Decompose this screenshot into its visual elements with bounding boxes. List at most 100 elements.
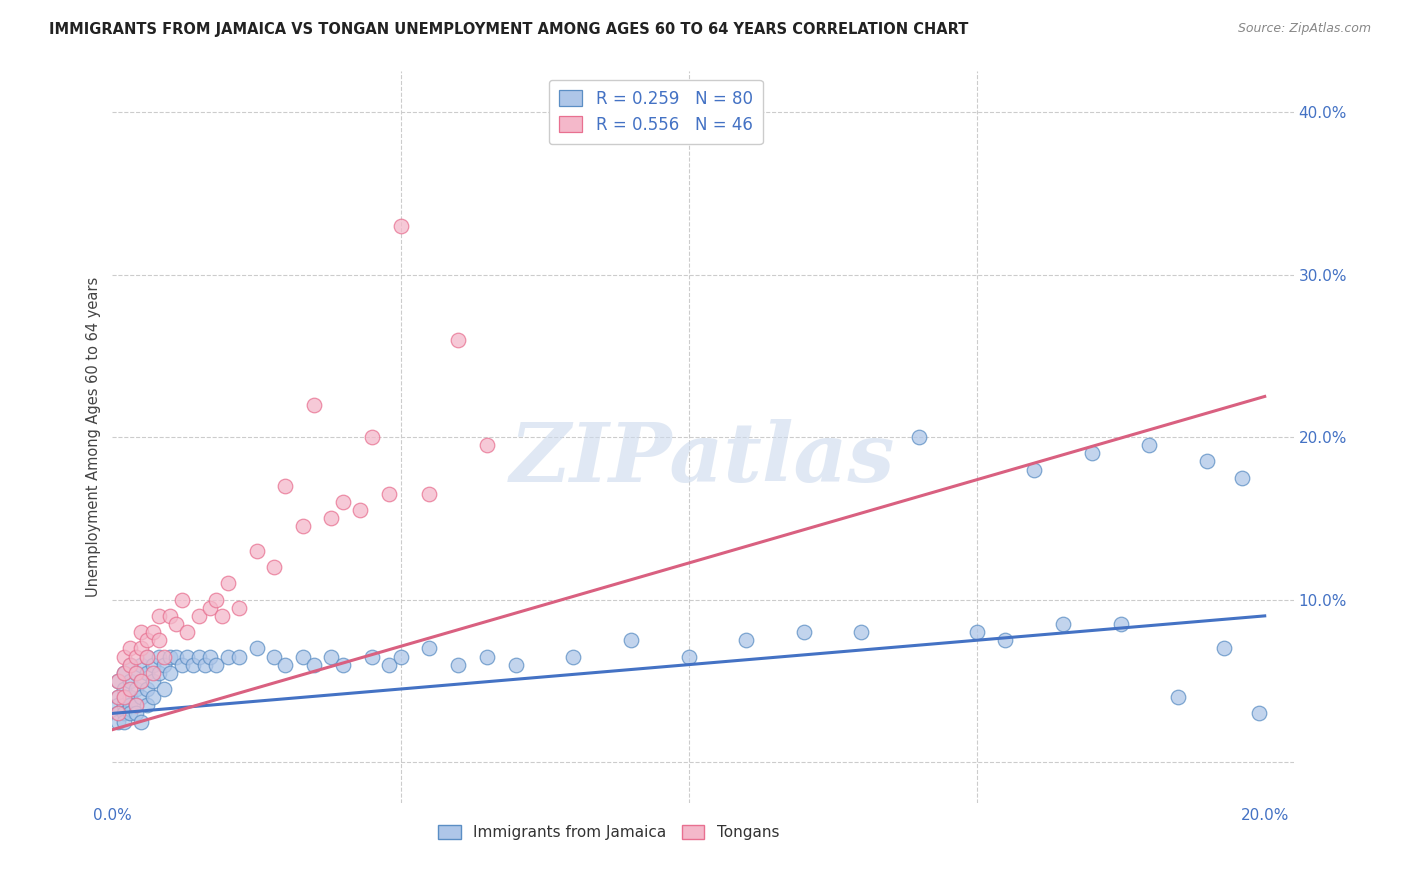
Point [112,665,135,680]
Point [124,706,146,721]
Point [360,649,382,664]
Point [136,681,159,696]
Point [418,641,440,656]
Point [124,665,146,680]
Point [1167,690,1189,705]
Point [274,479,297,493]
Point [136,649,159,664]
Point [107,673,129,688]
Point [142,625,165,640]
Point [332,657,354,672]
Point [107,673,129,688]
Point [302,398,325,412]
Point [389,219,412,233]
Point [1213,641,1236,656]
Point [124,665,146,680]
Point [228,649,250,664]
Point [1024,462,1046,476]
Point [129,625,152,640]
Point [1247,706,1270,721]
Point [118,673,141,688]
Point [211,608,233,623]
Point [620,633,643,648]
Point [321,649,343,664]
Point [475,649,498,664]
Point [124,649,146,664]
Point [1081,446,1104,460]
Point [851,625,873,640]
Point [389,649,412,664]
Point [107,690,129,705]
Point [245,544,267,558]
Point [217,576,239,591]
Point [159,665,181,680]
Point [142,673,165,688]
Point [187,649,209,664]
Point [129,657,152,672]
Point [148,633,170,648]
Point [505,657,527,672]
Point [200,649,222,664]
Point [735,633,758,648]
Point [118,690,141,705]
Point [112,690,135,705]
Point [274,657,297,672]
Point [129,714,152,729]
Point [908,430,931,444]
Point [302,657,325,672]
Point [170,657,193,672]
Point [200,600,222,615]
Point [112,681,135,696]
Point [124,698,146,713]
Point [205,592,228,607]
Point [378,657,401,672]
Point [107,706,129,721]
Point [170,592,193,607]
Point [142,657,165,672]
Point [112,698,135,713]
Point [112,714,135,729]
Point [165,649,187,664]
Point [1109,617,1132,632]
Point [136,698,159,713]
Point [1052,617,1074,632]
Point [107,714,129,729]
Point [118,641,141,656]
Point [148,608,170,623]
Point [263,560,285,574]
Point [217,649,239,664]
Point [187,608,209,623]
Point [966,625,988,640]
Point [153,657,176,672]
Point [1230,471,1253,485]
Text: IMMIGRANTS FROM JAMAICA VS TONGAN UNEMPLOYMENT AMONG AGES 60 TO 64 YEARS CORRELA: IMMIGRANTS FROM JAMAICA VS TONGAN UNEMPL… [49,22,969,37]
Text: ZIPatlas: ZIPatlas [510,419,896,499]
Point [1197,454,1219,468]
Point [562,649,585,664]
Point [142,690,165,705]
Point [332,495,354,509]
Point [107,706,129,721]
Point [129,673,152,688]
Point [118,657,141,672]
Point [263,649,285,664]
Point [142,665,165,680]
Point [360,430,382,444]
Point [159,649,181,664]
Point [418,487,440,501]
Point [136,649,159,664]
Point [165,617,187,632]
Point [321,511,343,525]
Point [118,698,141,713]
Point [129,673,152,688]
Point [678,649,700,664]
Point [159,608,181,623]
Point [107,698,129,713]
Point [245,641,267,656]
Point [194,657,217,672]
Point [181,657,204,672]
Point [129,641,152,656]
Point [291,519,314,533]
Point [124,698,146,713]
Point [349,503,371,517]
